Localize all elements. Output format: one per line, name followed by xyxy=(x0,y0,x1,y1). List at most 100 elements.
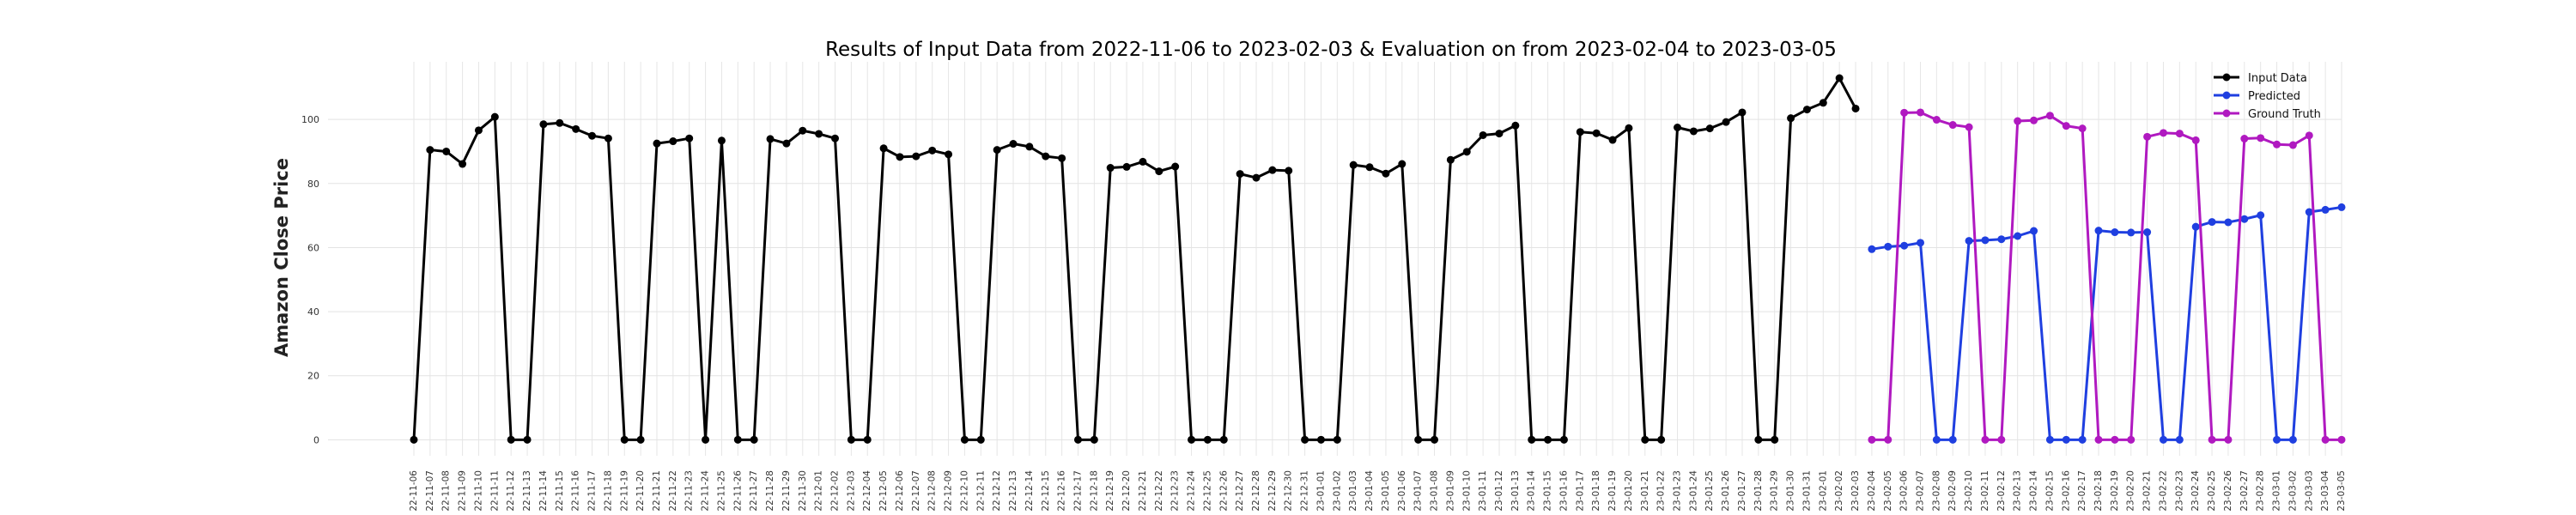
x-tick-label: 22-12-15 xyxy=(1041,470,1051,512)
data-point xyxy=(2191,136,2200,144)
x-tick-label: 22-12-29 xyxy=(1267,470,1278,512)
data-point xyxy=(1965,123,1973,131)
x-tick-label: 22-12-09 xyxy=(944,470,954,512)
x-tick-label: 22-11-08 xyxy=(441,470,452,512)
data-point xyxy=(2257,211,2265,220)
x-tick-label: 23-01-14 xyxy=(1527,470,1537,512)
x-tick-label: 22-12-14 xyxy=(1024,470,1035,512)
x-tick-label: 22-12-28 xyxy=(1251,470,1261,512)
data-point xyxy=(2127,228,2136,237)
data-point xyxy=(410,435,418,444)
x-tick-label: 23-01-07 xyxy=(1413,470,1424,512)
x-tick-label: 22-12-13 xyxy=(1008,470,1018,512)
x-tick-label: 23-01-10 xyxy=(1461,470,1472,512)
x-tick-label: 23-03-04 xyxy=(2320,470,2330,512)
x-tick-label: 23-01-26 xyxy=(1721,470,1731,512)
x-tick-label: 23-01-25 xyxy=(1704,470,1715,512)
data-point xyxy=(2014,232,2022,240)
data-point xyxy=(1884,435,1893,444)
data-point xyxy=(1188,435,1196,444)
x-tick-label: 23-01-06 xyxy=(1397,470,1407,512)
data-point xyxy=(766,135,775,143)
data-point xyxy=(896,153,904,161)
data-point xyxy=(1916,239,1924,247)
x-tick-label: 22-11-19 xyxy=(619,470,629,512)
data-point xyxy=(2094,227,2103,235)
x-tick-label: 22-11-12 xyxy=(506,470,516,512)
data-point xyxy=(1802,106,1811,114)
data-point xyxy=(1819,99,1827,107)
x-tick-label: 23-01-04 xyxy=(1364,470,1375,512)
data-point xyxy=(1009,140,1018,148)
data-point xyxy=(750,435,758,444)
data-point xyxy=(1608,136,1617,144)
x-tick-label: 22-11-13 xyxy=(522,470,532,512)
data-point xyxy=(2240,215,2249,223)
x-tick-label: 23-02-17 xyxy=(2077,470,2087,512)
y-axis-ticks: 0 20 40 60 80 100 xyxy=(301,114,319,445)
data-point xyxy=(1997,235,2006,244)
data-point xyxy=(1705,124,1714,133)
data-point xyxy=(1576,128,1584,136)
data-point xyxy=(490,112,499,121)
data-point xyxy=(1674,124,1682,131)
data-point xyxy=(1139,157,1147,166)
data-point xyxy=(2045,112,2054,120)
x-tick-label: 23-01-21 xyxy=(1640,470,1650,512)
data-point xyxy=(1511,121,1520,130)
data-point xyxy=(620,435,629,444)
data-point xyxy=(523,435,532,444)
data-point xyxy=(1316,435,1325,444)
x-tick-label: 23-01-11 xyxy=(1478,470,1488,512)
x-tick-label: 22-12-17 xyxy=(1072,470,1083,512)
data-point xyxy=(960,435,969,444)
data-point xyxy=(1268,166,1277,174)
x-tick-label: 23-02-20 xyxy=(2126,470,2136,512)
x-tick-label: 23-03-02 xyxy=(2287,470,2298,512)
data-point xyxy=(2127,435,2136,444)
data-point xyxy=(2062,435,2070,444)
data-point xyxy=(2111,435,2119,444)
x-tick-label: 23-01-01 xyxy=(1315,470,1326,512)
y-tick-label: 100 xyxy=(301,114,319,125)
x-tick-label: 22-11-15 xyxy=(555,470,565,512)
x-tick-label: 23-01-20 xyxy=(1624,470,1634,512)
data-point xyxy=(847,435,855,444)
legend-marker xyxy=(2222,73,2231,82)
data-point xyxy=(1333,435,1341,444)
x-tick-label: 23-01-19 xyxy=(1607,470,1618,512)
data-point xyxy=(945,150,953,159)
data-point xyxy=(1236,170,1244,179)
x-tick-label: 23-02-10 xyxy=(1964,470,1974,512)
x-tick-label: 22-12-30 xyxy=(1284,470,1294,512)
x-tick-label: 23-01-28 xyxy=(1753,470,1764,512)
x-tick-label: 23-02-21 xyxy=(2142,470,2153,512)
data-point xyxy=(556,118,564,127)
x-tick-label: 22-12-03 xyxy=(846,470,856,512)
x-tick-label: 22-11-20 xyxy=(635,470,646,512)
x-tick-label: 22-12-23 xyxy=(1170,470,1181,512)
x-tick-label: 22-11-25 xyxy=(716,470,726,512)
data-point xyxy=(2288,141,2297,149)
data-point xyxy=(1446,155,1455,164)
chart-series xyxy=(410,74,2346,444)
data-point xyxy=(2111,228,2119,237)
x-tick-label: 22-11-09 xyxy=(458,470,468,512)
data-point xyxy=(1657,435,1666,444)
x-tick-label: 22-12-12 xyxy=(992,470,1002,512)
data-point xyxy=(604,134,612,142)
legend-label: Predicted xyxy=(2248,90,2300,103)
x-tick-label: 23-02-24 xyxy=(2190,470,2201,512)
y-axis-label: Amazon Close Price xyxy=(271,158,292,357)
data-point xyxy=(1414,435,1423,444)
x-tick-label: 22-12-31 xyxy=(1300,470,1310,512)
y-tick-label: 0 xyxy=(313,434,319,445)
x-tick-label: 22-11-07 xyxy=(425,470,435,512)
x-tick-label: 23-01-18 xyxy=(1591,470,1601,512)
data-point xyxy=(2175,435,2184,444)
x-tick-label: 22-11-30 xyxy=(798,470,808,512)
data-point xyxy=(1932,116,1941,124)
data-point xyxy=(1025,142,1034,151)
data-point xyxy=(1641,435,1649,444)
